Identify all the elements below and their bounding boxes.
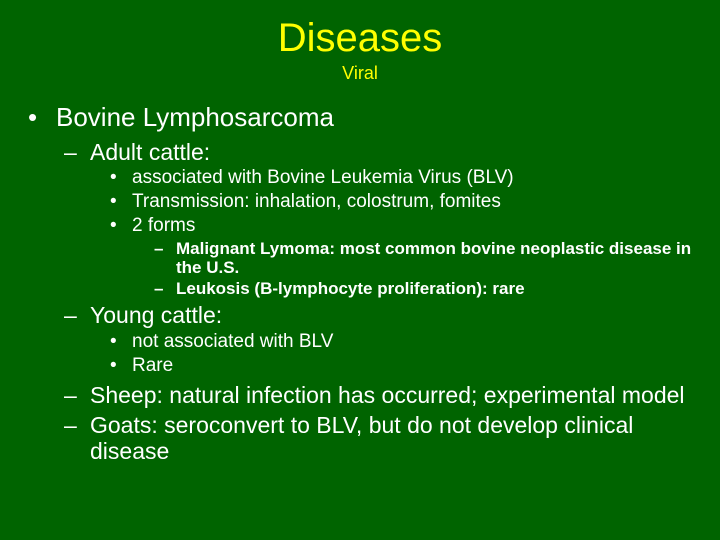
bullet-level4: – Malignant Lymoma: most common bovine n… xyxy=(154,239,696,278)
bullet-text: Rare xyxy=(132,355,173,378)
bullet-text: Transmission: inhalation, colostrum, fom… xyxy=(132,191,501,214)
bullet-level3: • Rare xyxy=(110,355,696,378)
bullet-dot-icon: • xyxy=(110,355,132,378)
bullet-text: Leukosis (B-lymphocyte proliferation): r… xyxy=(176,279,525,299)
bullet-text: 2 forms xyxy=(132,215,195,238)
dash-icon: – xyxy=(64,139,90,165)
bullet-text: Bovine Lymphosarcoma xyxy=(56,102,334,133)
slide-subtitle: Viral xyxy=(24,63,696,84)
bullet-text: not associated with BLV xyxy=(132,331,333,354)
bullet-level4: – Leukosis (B-lymphocyte proliferation):… xyxy=(154,279,696,299)
bullet-level2: – Adult cattle: xyxy=(64,139,696,165)
dash-icon: – xyxy=(64,382,90,408)
bullet-dot-icon: • xyxy=(110,191,132,214)
bullet-dot-icon: • xyxy=(110,215,132,238)
dash-icon: – xyxy=(154,239,176,278)
bullet-level2: – Goats: seroconvert to BLV, but do not … xyxy=(64,412,696,465)
bullet-level2: – Sheep: natural infection has occurred;… xyxy=(64,382,696,408)
bullet-text: Young cattle: xyxy=(90,302,222,328)
bullet-text: Goats: seroconvert to BLV, but do not de… xyxy=(90,412,696,465)
dash-icon: – xyxy=(64,412,90,465)
bullet-level3: • Transmission: inhalation, colostrum, f… xyxy=(110,191,696,214)
dash-icon: – xyxy=(64,302,90,328)
bullet-level3: • not associated with BLV xyxy=(110,331,696,354)
dash-icon: – xyxy=(154,279,176,299)
bullet-level1: • Bovine Lymphosarcoma xyxy=(28,102,696,133)
bullet-dot-icon: • xyxy=(110,331,132,354)
bullet-level2: – Young cattle: xyxy=(64,302,696,328)
bullet-level3: • associated with Bovine Leukemia Virus … xyxy=(110,167,696,190)
bullet-level3: • 2 forms xyxy=(110,215,696,238)
slide-title: Diseases xyxy=(24,16,696,61)
bullet-dot-icon: • xyxy=(28,102,56,133)
bullet-text: associated with Bovine Leukemia Virus (B… xyxy=(132,167,514,190)
bullet-text: Malignant Lymoma: most common bovine neo… xyxy=(176,239,696,278)
bullet-text: Adult cattle: xyxy=(90,139,210,165)
bullet-text: Sheep: natural infection has occurred; e… xyxy=(90,382,685,408)
bullet-dot-icon: • xyxy=(110,167,132,190)
